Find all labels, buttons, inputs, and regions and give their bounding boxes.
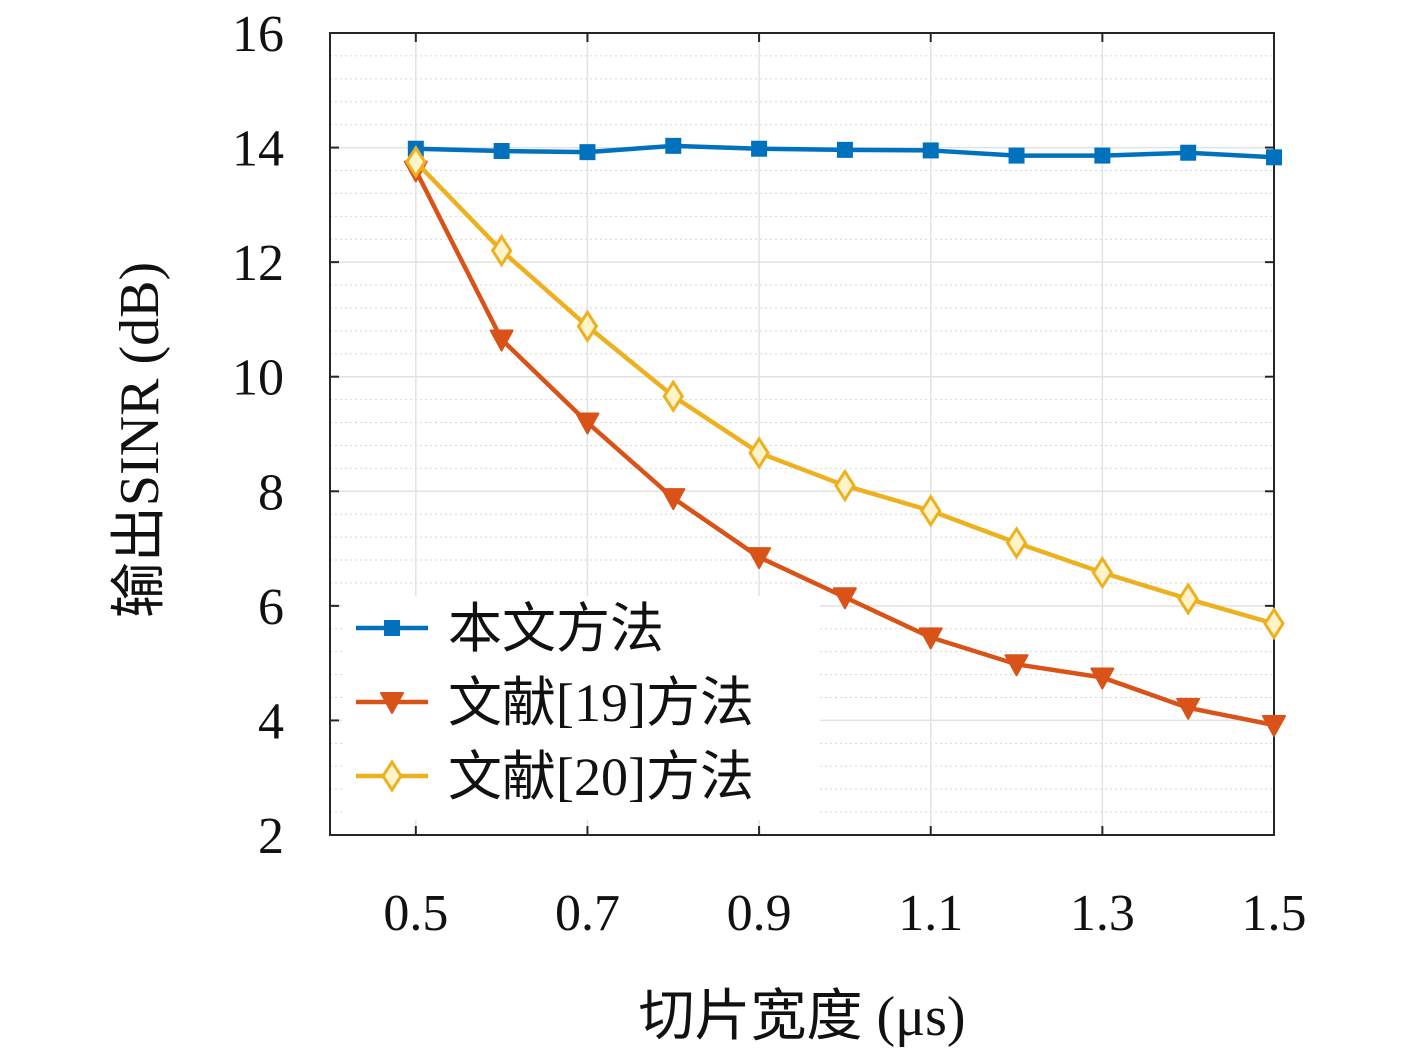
- data-point: [751, 140, 768, 157]
- y-tick-label: 14: [232, 121, 284, 178]
- data-point: [1090, 667, 1115, 690]
- y-axis-label: 输出SINR (dB): [109, 262, 171, 618]
- data-point: [918, 627, 943, 650]
- data-point: [834, 468, 856, 503]
- data-point: [832, 587, 857, 610]
- y-tick-label: 12: [232, 235, 284, 292]
- data-point: [1262, 715, 1286, 738]
- y-tick-label: 10: [232, 350, 284, 407]
- x-axis-label: 切片宽度 (μs): [638, 986, 965, 1048]
- data-point: [1176, 697, 1201, 720]
- y-tick-label: 6: [258, 579, 284, 636]
- y-tick-label: 2: [258, 808, 284, 865]
- legend-marker: [384, 620, 400, 636]
- data-point: [575, 412, 600, 435]
- data-point: [836, 141, 853, 158]
- legend-marker: [380, 692, 404, 714]
- data-point: [1004, 654, 1029, 677]
- data-point: [1008, 147, 1025, 164]
- series-1: [407, 137, 1282, 166]
- legend-label: 文献[19]方法: [448, 673, 754, 733]
- legend-item: 文献[19]方法: [356, 673, 754, 733]
- data-point: [747, 547, 772, 570]
- data-point: [661, 488, 686, 511]
- y-tick-label: 8: [258, 464, 284, 521]
- data-point: [748, 436, 770, 470]
- minor-grid: [330, 55, 1274, 813]
- x-tick-label: 1.5: [1242, 885, 1307, 942]
- data-point: [1091, 555, 1114, 590]
- y-tick-label: 16: [232, 6, 284, 63]
- data-point: [1094, 147, 1111, 164]
- legend-item: 本文方法: [356, 599, 664, 659]
- data-point: [665, 137, 682, 154]
- series-3: [405, 145, 1285, 641]
- legend-marker: [381, 759, 403, 793]
- x-tick-labels: 0.5 0.7 0.9 1.1 1.3 1.5: [383, 885, 1306, 942]
- x-tick-label: 0.7: [555, 885, 620, 942]
- x-tick-label: 1.1: [898, 885, 963, 942]
- data-point: [1177, 582, 1199, 616]
- legend-label: 文献[20]方法: [448, 747, 754, 807]
- legend-label: 本文方法: [448, 599, 664, 659]
- series-line: [414, 160, 1275, 626]
- data-point: [1263, 606, 1285, 641]
- data-point: [579, 144, 596, 161]
- data-point: [490, 233, 513, 268]
- data-point: [405, 145, 427, 179]
- y-tick-label: 4: [258, 693, 284, 750]
- legend-box: [342, 596, 820, 820]
- data-point: [1266, 149, 1282, 166]
- data-point: [919, 493, 942, 528]
- data-point: [1180, 144, 1197, 161]
- y-tick-labels: 2 4 6 8 10 12 14 16: [232, 6, 284, 865]
- data-point: [662, 379, 685, 413]
- x-tick-label: 1.3: [1070, 885, 1135, 942]
- data-point: [922, 142, 939, 159]
- x-tick-label: 0.5: [383, 885, 448, 942]
- series-layer: [403, 137, 1286, 738]
- data-point: [576, 309, 599, 344]
- x-tick-label: 0.9: [727, 885, 792, 942]
- plot-area-frame: [329, 32, 1275, 836]
- data-point: [1005, 526, 1028, 560]
- data-point: [493, 143, 510, 160]
- data-point: [489, 329, 514, 352]
- legend-item: 文献[20]方法: [356, 747, 754, 807]
